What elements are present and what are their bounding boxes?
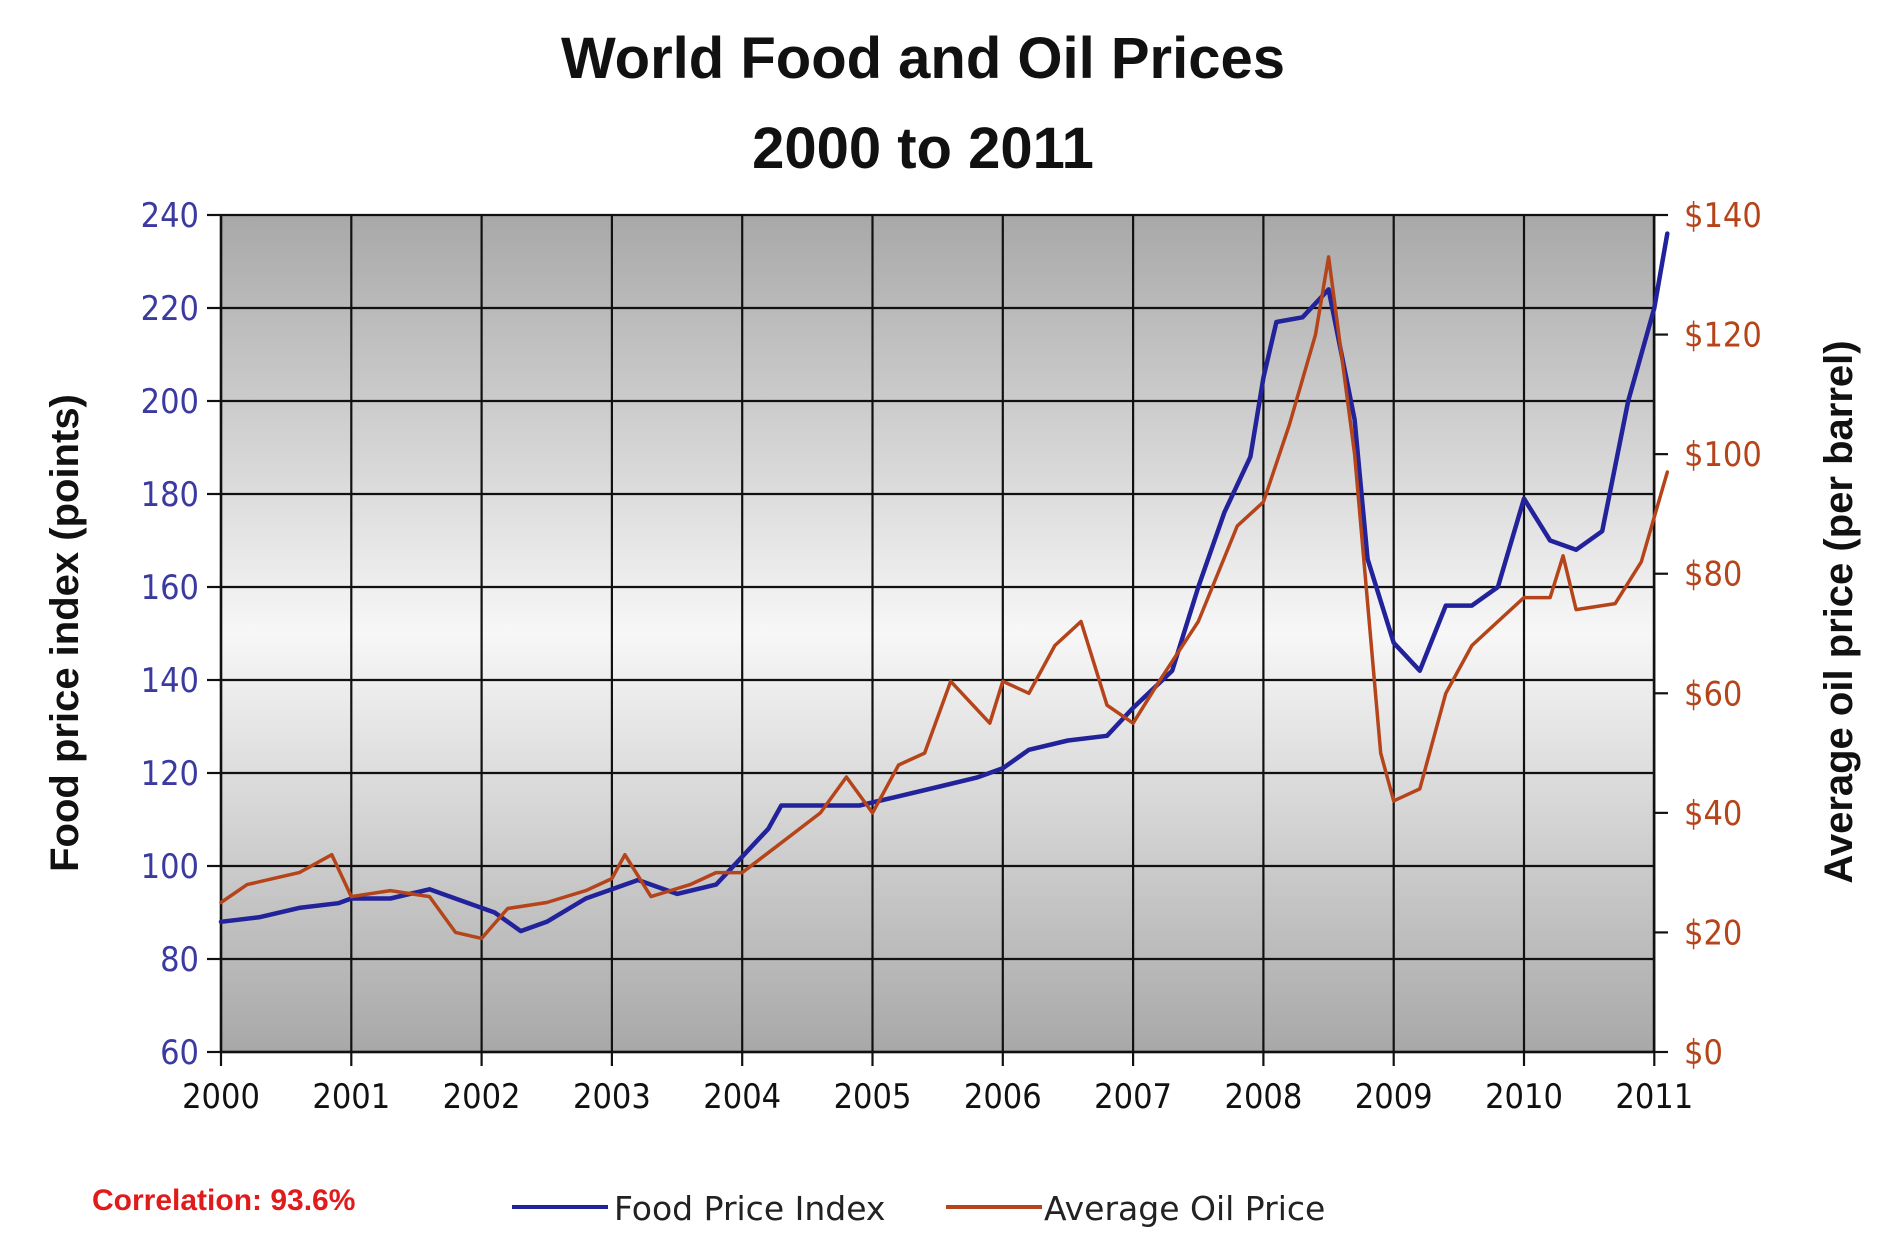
xtick-label-2005: 2005 [834, 1077, 912, 1117]
y-axis-left-label: Food price index (points) [43, 394, 87, 872]
chart-subtitle: 2000 to 2011 [752, 116, 1094, 181]
xtick-label-2003: 2003 [573, 1077, 651, 1117]
xtick-label-2009: 2009 [1355, 1077, 1433, 1117]
y-axis-right-label: Average oil price (per barrel) [1817, 340, 1861, 883]
legend: Food Price Index Average Oil Price [512, 1189, 1325, 1228]
xtick-label-2000: 2000 [182, 1077, 260, 1117]
ytick-right-label-60: $60 [1684, 674, 1742, 714]
ytick-left-label-140: 140 [141, 661, 199, 701]
ytick-left-label-100: 100 [141, 847, 199, 887]
ytick-right-label-100: $100 [1684, 435, 1762, 475]
xtick-label-2001: 2001 [312, 1077, 390, 1117]
ytick-right-label-80: $80 [1684, 555, 1742, 595]
xtick-label-2007: 2007 [1094, 1077, 1172, 1117]
ytick-left-label-80: 80 [160, 940, 199, 980]
correlation-annotation: Correlation: 93.6% [92, 1184, 355, 1217]
ytick-left-label-160: 160 [141, 568, 199, 608]
ytick-left-label-220: 220 [141, 289, 199, 329]
xtick-label-2011: 2011 [1615, 1077, 1693, 1117]
ytick-left-label-60: 60 [160, 1033, 199, 1073]
xtick-label-2004: 2004 [703, 1077, 781, 1117]
ytick-right-label-120: $120 [1684, 316, 1762, 356]
series-line-food-price-index [218, 231, 1670, 934]
axes [207, 213, 1668, 1066]
chart-title: World Food and Oil Prices [561, 26, 1285, 91]
ytick-left-label-240: 240 [141, 196, 199, 236]
xtick-label-2010: 2010 [1485, 1077, 1563, 1117]
legend-food-label: Food Price Index [614, 1189, 885, 1228]
xtick-label-2006: 2006 [964, 1077, 1042, 1117]
tick-labels: 2000 2001 2002 2003 2004 2005 2006 2007 2008 2009… [141, 196, 1762, 1117]
ytick-right-label-0: $0 [1684, 1033, 1723, 1073]
ytick-right-label-140: $140 [1684, 196, 1762, 236]
legend-oil-label: Average Oil Price [1044, 1189, 1325, 1228]
ytick-right-label-20: $20 [1684, 913, 1742, 953]
plot-area [221, 215, 1654, 1052]
ytick-left-label-180: 180 [141, 475, 199, 515]
series-layer [218, 231, 1670, 941]
series-line-average-oil-price [219, 255, 1670, 941]
ytick-left-label-120: 120 [141, 754, 199, 794]
xtick-label-2008: 2008 [1224, 1077, 1302, 1117]
ytick-right-label-40: $40 [1684, 794, 1742, 834]
xtick-label-2002: 2002 [443, 1077, 521, 1117]
ytick-left-label-200: 200 [141, 382, 199, 422]
